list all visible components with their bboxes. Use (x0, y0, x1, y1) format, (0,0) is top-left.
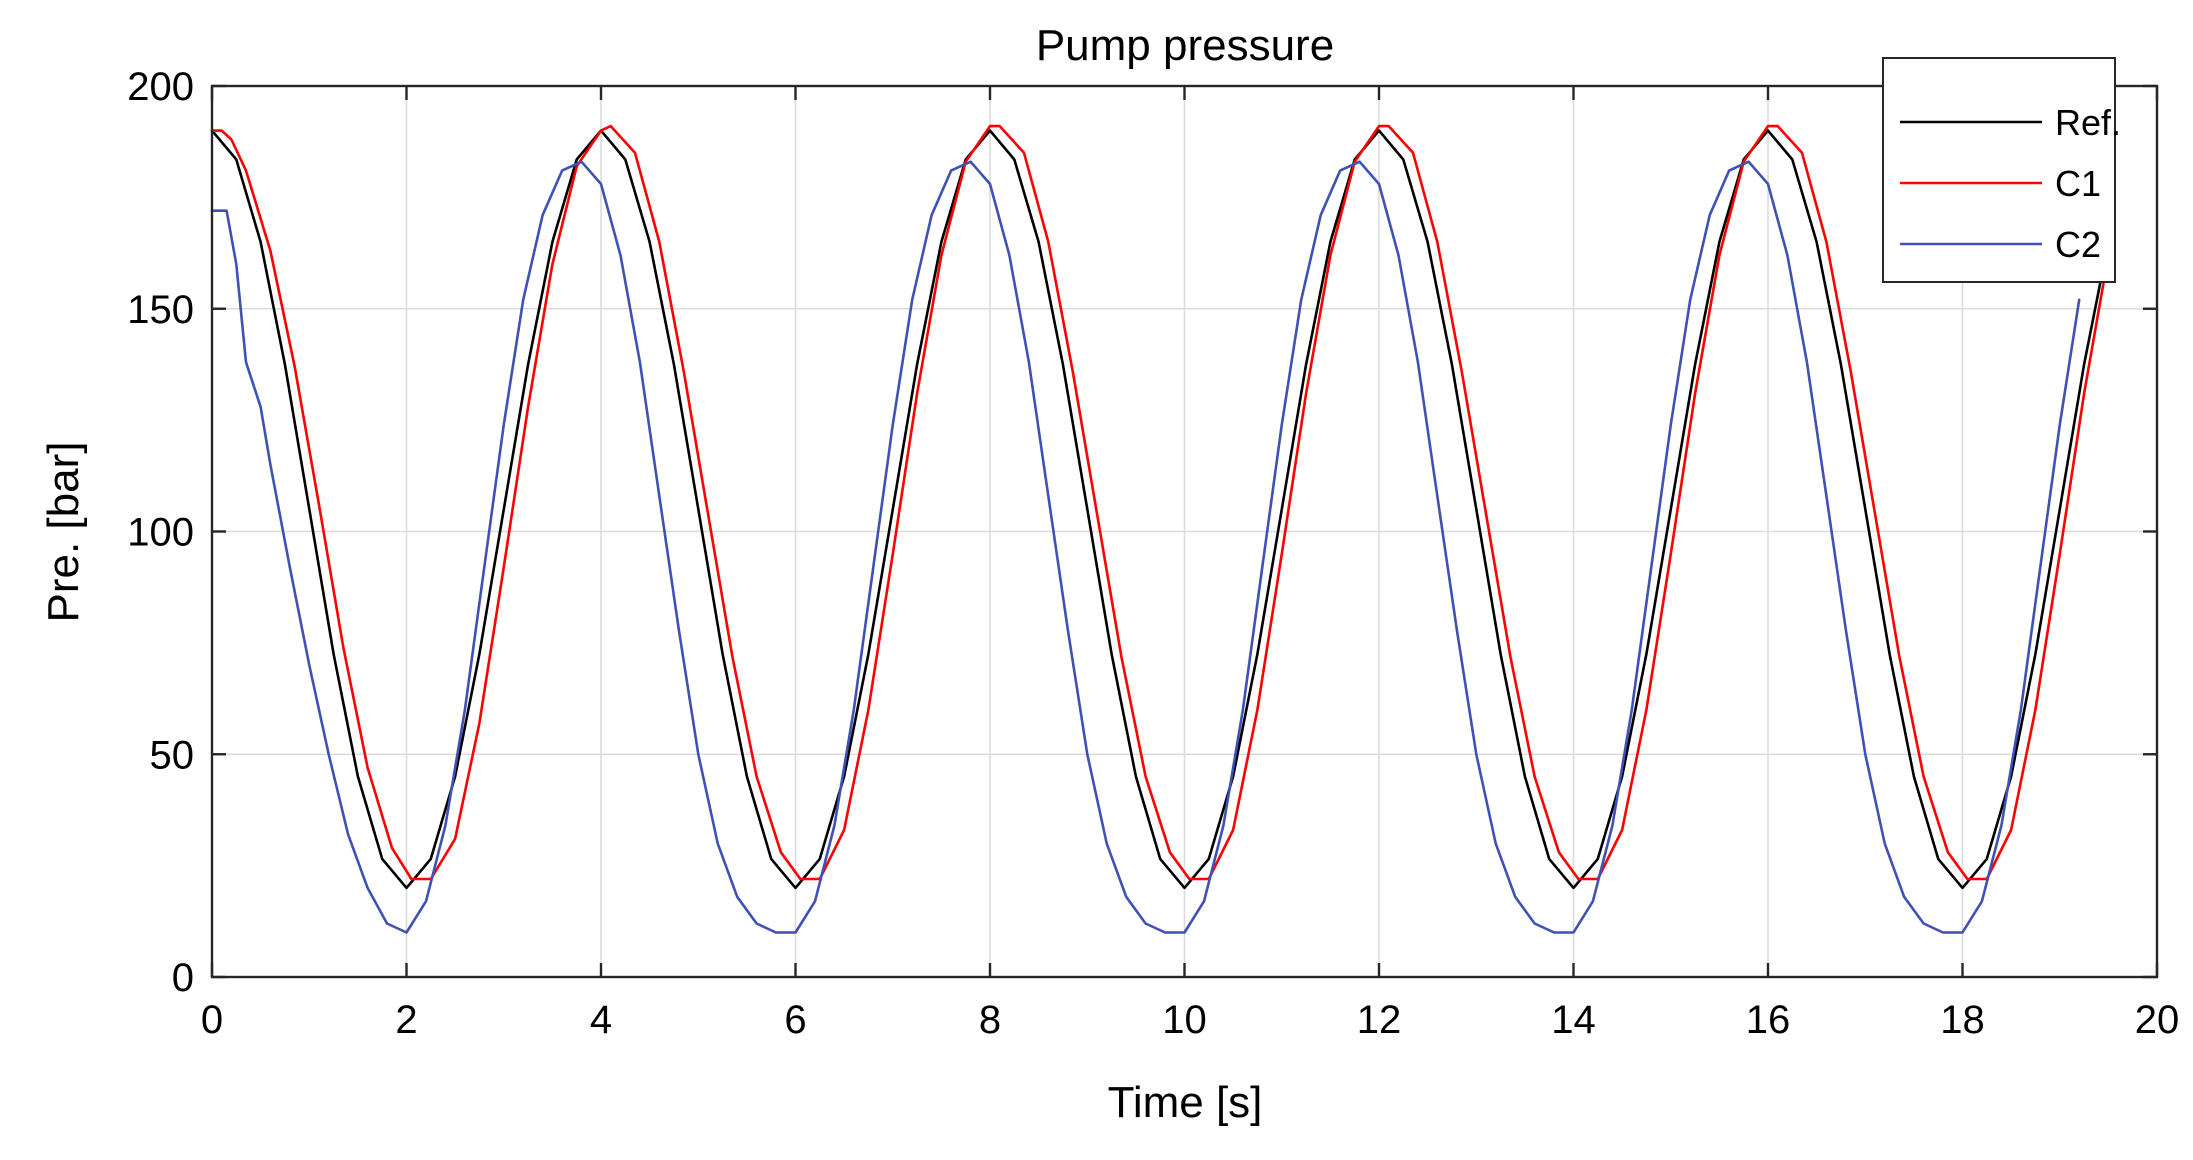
x-tick-label: 4 (590, 998, 612, 1042)
y-tick-label: 50 (150, 733, 195, 777)
x-tick-label: 14 (1551, 998, 1596, 1042)
x-tick-label: 12 (1357, 998, 1402, 1042)
y-axis-label: Pre. [bar] (39, 442, 88, 623)
y-tick-label: 0 (172, 956, 194, 1000)
y-tick-label: 200 (127, 65, 194, 109)
axes (210, 84, 2159, 979)
chart-title: Pump pressure (1036, 21, 1334, 70)
x-tick-label: 18 (1940, 998, 1985, 1042)
x-tick-label: 2 (395, 998, 417, 1042)
series-line-ref (210, 129, 2110, 890)
y-tick-label: 150 (127, 288, 194, 332)
x-tick-label: 20 (2135, 998, 2180, 1042)
y-tick-label: 100 (127, 511, 194, 555)
x-tick-label: 10 (1162, 998, 1207, 1042)
legend: Ref. C1 C2 (1882, 57, 2121, 283)
series-line-c2 (210, 160, 2081, 934)
legend-label-c2: C2 (2055, 224, 2101, 265)
series-line-c1 (210, 124, 2110, 881)
legend-label-c1: C1 (2055, 163, 2101, 204)
grid (212, 86, 2157, 977)
legend-label-ref: Ref. (2055, 102, 2121, 143)
x-tick-label: 6 (784, 998, 806, 1042)
series-group (210, 124, 2110, 934)
x-tick-label: 16 (1746, 998, 1791, 1042)
x-axis-label: Time [s] (1108, 1078, 1263, 1127)
x-tick-label: 8 (979, 998, 1001, 1042)
x-tick-label: 0 (201, 998, 223, 1042)
